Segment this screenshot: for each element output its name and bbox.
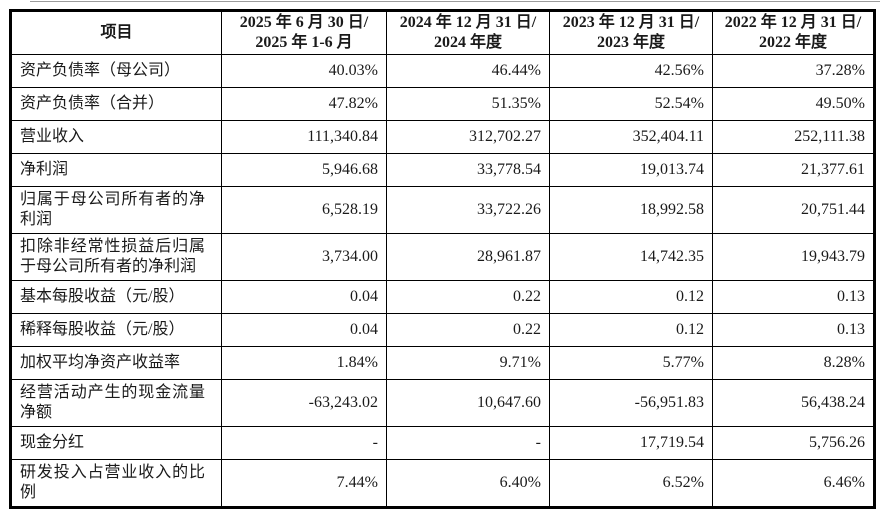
cell-value: -56,951.83	[549, 379, 713, 427]
cell-value: 33,722.26	[386, 186, 550, 234]
cell-value: 5,946.68	[221, 153, 387, 187]
cell-value: 0.04	[221, 280, 387, 314]
table-row: 归属于母公司所有者的净利润 6,528.19 33,722.26 18,992.58…	[10, 186, 875, 234]
cell-value: 0.13	[712, 313, 875, 347]
cell-value: -	[221, 426, 387, 460]
cell-value: 7.44%	[221, 459, 387, 508]
cell-value: 14,742.35	[549, 233, 713, 281]
cell-value: 3,734.00	[221, 233, 387, 281]
cell-value: 6.46%	[712, 459, 875, 508]
cell-value: 40.03%	[221, 54, 387, 88]
scan-artifact-line	[30, 1, 880, 2]
cell-value: 5,756.26	[712, 426, 875, 460]
row-label: 基本每股收益（元/股）	[10, 280, 222, 314]
cell-value: 5.77%	[549, 346, 713, 380]
cell-value: 28,961.87	[386, 233, 550, 281]
row-label: 扣除非经常性损益后归属于母公司所有者的净利润	[10, 233, 222, 281]
table-row: 研发投入占营业收入的比例 7.44% 6.40% 6.52% 6.46%	[10, 459, 875, 508]
cell-value: 9.71%	[386, 346, 550, 380]
row-label: 稀释每股收益（元/股）	[10, 313, 222, 347]
table-row: 资产负债率（母公司） 40.03% 46.44% 42.56% 37.28%	[10, 54, 875, 88]
cell-value: 312,702.27	[386, 120, 550, 154]
table-row: 经营活动产生的现金流量净额 -63,243.02 10,647.60 -56,951…	[10, 379, 875, 427]
row-label: 营业收入	[10, 120, 222, 154]
cell-value: 6.52%	[549, 459, 713, 508]
cell-value: 252,111.38	[712, 120, 875, 154]
financial-summary-table: 项目 2025 年 6 月 30 日/ 2025 年 1-6 月 2024 年 1…	[9, 9, 876, 509]
column-header-item: 项目	[10, 10, 222, 55]
cell-value: 1.84%	[221, 346, 387, 380]
cell-value: 52.54%	[549, 87, 713, 121]
cell-value: 19,013.74	[549, 153, 713, 187]
column-header-period: 2024 年 12 月 31 日/ 2024 年度	[386, 10, 550, 55]
cell-value: 37.28%	[712, 54, 875, 88]
cell-value: 18,992.58	[549, 186, 713, 234]
cell-value: 21,377.61	[712, 153, 875, 187]
column-header-period: 2022 年 12 月 31 日/ 2022 年度	[712, 10, 875, 55]
cell-value: 6.40%	[386, 459, 550, 508]
row-label: 加权平均净资产收益率	[10, 346, 222, 380]
row-label: 净利润	[10, 153, 222, 187]
column-header-period: 2023 年 12 月 31 日/ 2023 年度	[549, 10, 713, 55]
row-label: 归属于母公司所有者的净利润	[10, 186, 222, 234]
cell-value: 8.28%	[712, 346, 875, 380]
cell-value: -	[386, 426, 550, 460]
table-row: 净利润 5,946.68 33,778.54 19,013.74 21,377.61	[10, 153, 875, 187]
cell-value: 0.12	[549, 313, 713, 347]
cell-value: 56,438.24	[712, 379, 875, 427]
row-label: 现金分红	[10, 426, 222, 460]
cell-value: 0.13	[712, 280, 875, 314]
table-row: 稀释每股收益（元/股） 0.04 0.22 0.12 0.13	[10, 313, 875, 347]
cell-value: 0.12	[549, 280, 713, 314]
table-row: 加权平均净资产收益率 1.84% 9.71% 5.77% 8.28%	[10, 346, 875, 380]
table-row: 扣除非经常性损益后归属于母公司所有者的净利润 3,734.00 28,961.87…	[10, 233, 875, 281]
cell-value: 0.22	[386, 280, 550, 314]
cell-value: 0.04	[221, 313, 387, 347]
row-label: 资产负债率（合并）	[10, 87, 222, 121]
cell-value: 6,528.19	[221, 186, 387, 234]
cell-value: 352,404.11	[549, 120, 713, 154]
cell-value: 20,751.44	[712, 186, 875, 234]
cell-value: 33,778.54	[386, 153, 550, 187]
cell-value: 47.82%	[221, 87, 387, 121]
cell-value: 17,719.54	[549, 426, 713, 460]
row-label: 经营活动产生的现金流量净额	[10, 379, 222, 427]
cell-value: 46.44%	[386, 54, 550, 88]
row-label: 资产负债率（母公司）	[10, 54, 222, 88]
cell-value: 49.50%	[712, 87, 875, 121]
column-header-period: 2025 年 6 月 30 日/ 2025 年 1-6 月	[221, 10, 387, 55]
cell-value: 10,647.60	[386, 379, 550, 427]
table-row: 现金分红 - -17,719.54 5,756.26	[10, 426, 875, 460]
row-label: 研发投入占营业收入的比例	[10, 459, 222, 508]
table-row: 资产负债率（合并） 47.82% 51.35% 52.54% 49.50%	[10, 87, 875, 121]
cell-value: 111,340.84	[221, 120, 387, 154]
cell-value: 0.22	[386, 313, 550, 347]
cell-value: 19,943.79	[712, 233, 875, 281]
cell-value: 42.56%	[549, 54, 713, 88]
cell-value: 51.35%	[386, 87, 550, 121]
table-row: 基本每股收益（元/股） 0.04 0.22 0.12 0.13	[10, 280, 875, 314]
cell-value: -63,243.02	[221, 379, 387, 427]
table-header-row: 项目 2025 年 6 月 30 日/ 2025 年 1-6 月 2024 年 1…	[10, 10, 875, 55]
table-row: 营业收入 111,340.84 312,702.27 352,404.11 252,1…	[10, 120, 875, 154]
